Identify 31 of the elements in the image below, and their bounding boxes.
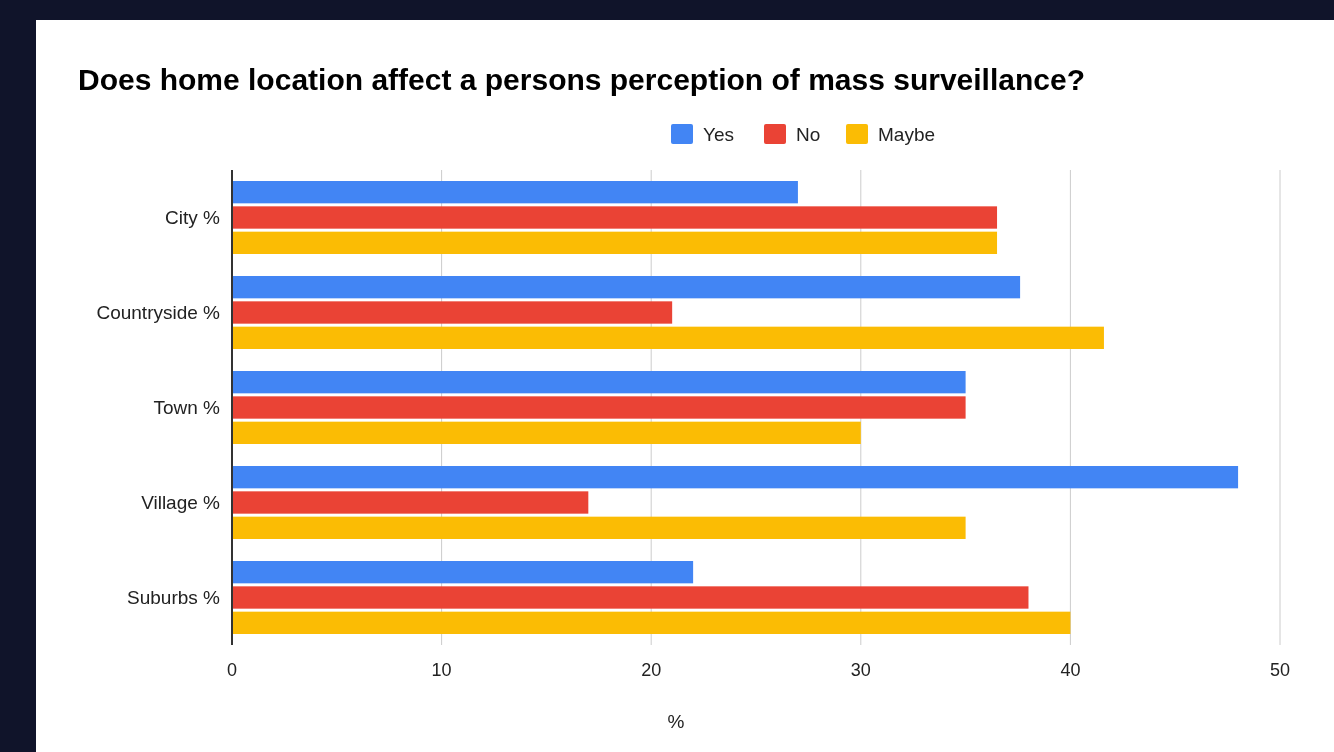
y-tick-label: Village % — [141, 491, 221, 513]
bar — [232, 276, 1021, 299]
bar — [232, 561, 694, 584]
y-tick-label: Suburbs % — [127, 586, 221, 608]
y-tick-label: Town % — [153, 396, 221, 418]
x-tick-label: 30 — [850, 660, 871, 680]
y-tick-label: Countryside % — [96, 301, 221, 323]
bar — [232, 491, 589, 514]
legend-label: No — [796, 124, 821, 145]
bar — [232, 206, 998, 229]
bar — [232, 611, 1071, 634]
x-tick-label: 0 — [226, 660, 238, 680]
bar — [232, 586, 1029, 609]
bar — [232, 231, 998, 254]
chart-title: Does home location affect a persons perception of mass surveillance? — [78, 63, 1085, 96]
bar — [232, 516, 966, 539]
x-tick-label: 20 — [641, 660, 662, 680]
bar — [232, 466, 1239, 489]
legend-label: Maybe — [878, 124, 936, 145]
bar — [232, 421, 861, 444]
x-tick-label: 40 — [1060, 660, 1081, 680]
bar — [232, 371, 966, 394]
x-tick-label: 50 — [1269, 660, 1291, 680]
x-axis-title: % — [667, 711, 685, 732]
bar — [232, 396, 966, 419]
legend-label: Yes — [703, 124, 734, 145]
y-tick-label: City % — [165, 206, 221, 228]
x-tick-label: 10 — [431, 660, 452, 680]
bar — [232, 326, 1104, 349]
bar — [232, 181, 798, 204]
bar — [232, 301, 673, 324]
